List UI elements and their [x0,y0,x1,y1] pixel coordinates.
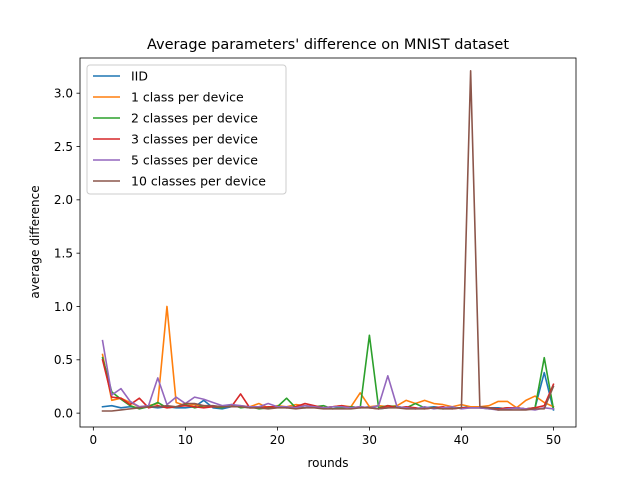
x-tick-label: 10 [178,433,193,447]
x-tick-label: 50 [546,433,561,447]
y-axis-label: average difference [28,185,42,298]
series-line-4 [101,339,555,411]
x-tick-label: 0 [90,433,98,447]
y-tick-label: 0.0 [54,406,73,420]
plot-frame [79,57,577,428]
legend-label-3: 3 classes per device [131,132,258,147]
series-line-0 [101,371,555,411]
y-tick-label: 2.0 [54,193,73,207]
series-line-1 [101,305,555,409]
y-tick-label: 1.5 [54,246,73,260]
legend-box [86,64,287,195]
x-tick-label: 20 [270,433,285,447]
legend-label-5: 10 classes per device [131,174,266,189]
x-tick-label: 30 [362,433,377,447]
y-tick-label: 0.5 [54,353,73,367]
y-tick-label: 2.5 [54,140,73,154]
chart-title: Average parameters' difference on MNIST … [147,37,509,53]
legend-label-0: IID [131,69,148,84]
legend: IID 1 class per device 2 classes per devic… [86,64,287,195]
x-tick-label: 40 [454,433,469,447]
x-axis-label: rounds [307,456,348,470]
x-axis: 0 10 20 30 40 50 [90,427,561,447]
series-line-5 [101,70,555,412]
plot-lines [101,70,555,412]
y-axis: 0.0 0.5 1.0 1.5 2.0 2.5 3.0 [54,86,80,420]
legend-label-1: 1 class per device [131,90,244,105]
legend-label-4: 5 classes per device [131,153,258,168]
y-tick-label: 3.0 [54,86,73,100]
legend-label-2: 2 classes per device [131,111,258,126]
y-tick-label: 1.0 [54,300,73,314]
